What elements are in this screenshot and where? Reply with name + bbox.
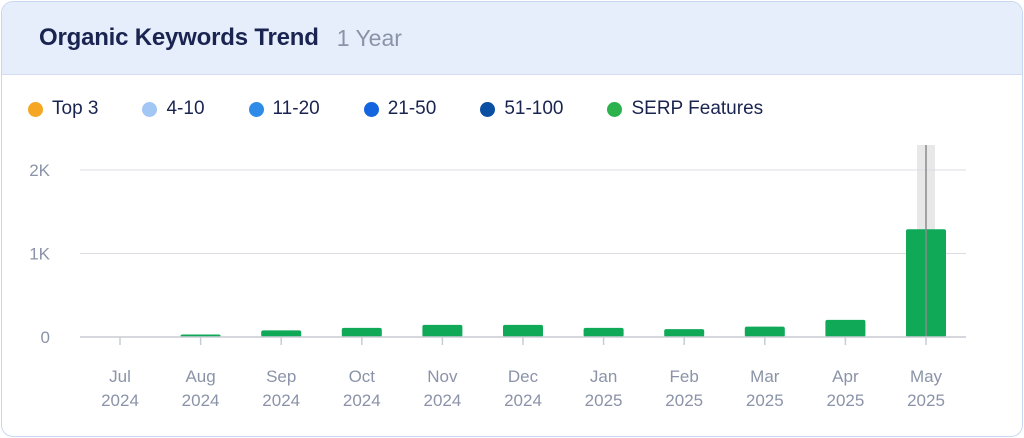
x-tick-label: 2025 <box>907 391 945 410</box>
x-tick-label: 2024 <box>343 391 381 410</box>
legend-dot <box>248 101 264 117</box>
y-tick-label: 2K <box>29 161 50 180</box>
legend-dot <box>607 101 623 117</box>
x-tick-label: 2025 <box>826 391 864 410</box>
x-tick-label: Jan <box>590 367 617 386</box>
chart-legend: Top 3 4-10 11-20 21-50 51-100 SERP Features <box>28 98 807 120</box>
x-tick-label: May <box>910 367 943 386</box>
time-range-label: 1 Year <box>336 24 402 51</box>
x-tick-label: 2025 <box>665 391 703 410</box>
x-tick-label: 2024 <box>423 391 461 410</box>
legend-label: Top 3 <box>52 98 99 119</box>
bar-feb-2025 <box>664 329 705 337</box>
legend-label: 21-50 <box>387 98 437 119</box>
x-tick-label: 2024 <box>101 391 139 410</box>
legend-dot <box>142 101 158 117</box>
x-tick-label: Sep <box>266 367 296 386</box>
bar-sep-2024 <box>261 330 302 337</box>
legend-item-top-3[interactable]: Top 3 <box>28 98 98 120</box>
x-tick-label: Nov <box>427 367 458 386</box>
card-title: Organic Keywords Trend <box>39 24 319 51</box>
x-tick-label: Mar <box>750 367 780 386</box>
legend-item-21-50[interactable]: 21-50 <box>363 98 437 120</box>
bar-dec-2024 <box>503 324 543 337</box>
legend-dot <box>28 101 43 117</box>
bar-jan-2025 <box>583 327 624 337</box>
bar-mar-2025 <box>744 326 785 337</box>
bar-oct-2024 <box>341 327 382 337</box>
x-tick-label: 2024 <box>262 391 300 410</box>
legend-label: 4-10 <box>166 98 205 119</box>
legend-item-4-10[interactable]: 4-10 <box>142 98 205 120</box>
legend-label: SERP Features <box>631 98 764 119</box>
x-tick-label: 2024 <box>504 391 542 410</box>
legend-item-11-20[interactable]: 11-20 <box>248 98 320 120</box>
legend-label: 11-20 <box>272 98 320 119</box>
x-tick-label: Aug <box>185 367 215 386</box>
legend-dot <box>363 101 379 117</box>
y-tick-label: 0 <box>41 328 50 347</box>
legend-label: 51-100 <box>504 98 564 119</box>
bar-nov-2024 <box>422 324 463 337</box>
legend-dot <box>480 101 496 117</box>
x-tick-label: 2025 <box>746 391 784 410</box>
legend-item-serp-features[interactable]: SERP Features <box>607 98 763 120</box>
x-tick-label: Dec <box>508 367 539 386</box>
x-tick-label: Apr <box>832 367 859 386</box>
x-tick-label: Feb <box>670 367 699 386</box>
bar-apr-2025 <box>825 319 866 337</box>
x-tick-label: 2025 <box>585 391 623 410</box>
x-tick-label: 2024 <box>182 391 220 410</box>
x-tick-label: Oct <box>349 367 376 386</box>
x-tick-label: Jul <box>109 367 131 386</box>
y-tick-label: 1K <box>29 245 50 264</box>
card-header: Organic Keywords Trend 1 Year <box>2 2 1022 75</box>
legend-item-51-100[interactable]: 51-100 <box>480 98 563 120</box>
